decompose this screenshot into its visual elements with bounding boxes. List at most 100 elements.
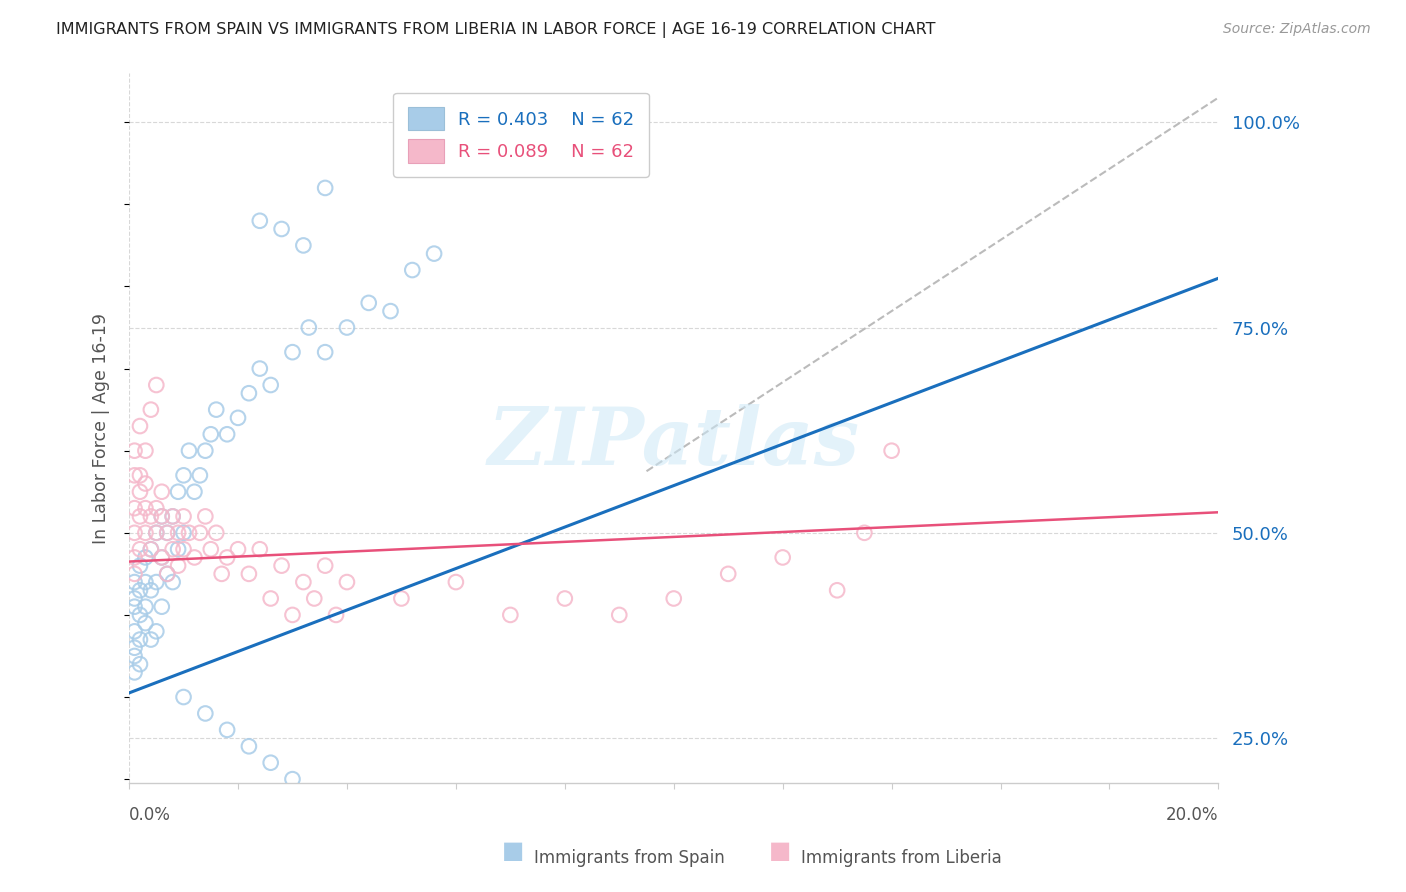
Point bbox=[129, 484, 152, 499]
Point bbox=[139, 509, 162, 524]
Point bbox=[134, 599, 156, 614]
Point bbox=[260, 756, 283, 770]
Point bbox=[134, 443, 156, 458]
Point bbox=[124, 591, 146, 606]
Point bbox=[129, 558, 152, 573]
Point bbox=[554, 591, 576, 606]
Point bbox=[124, 648, 146, 663]
Point bbox=[167, 525, 190, 540]
Text: Immigrants from Liberia: Immigrants from Liberia bbox=[801, 849, 1002, 867]
Point bbox=[145, 501, 167, 516]
Point bbox=[200, 542, 222, 557]
Point bbox=[292, 575, 315, 590]
Point bbox=[260, 378, 283, 392]
Point bbox=[281, 772, 304, 786]
Point bbox=[150, 599, 173, 614]
Point bbox=[145, 378, 167, 392]
Point bbox=[124, 501, 146, 516]
Point bbox=[139, 542, 162, 557]
Point bbox=[401, 263, 423, 277]
Point bbox=[145, 525, 167, 540]
Point bbox=[139, 542, 162, 557]
Point bbox=[200, 427, 222, 442]
Point bbox=[124, 640, 146, 655]
Point bbox=[134, 616, 156, 631]
Text: ■: ■ bbox=[769, 839, 792, 863]
Point bbox=[145, 624, 167, 639]
Point bbox=[238, 739, 260, 754]
Point bbox=[194, 706, 217, 721]
Point bbox=[124, 443, 146, 458]
Point bbox=[129, 468, 152, 483]
Point bbox=[124, 525, 146, 540]
Point bbox=[150, 484, 173, 499]
Point bbox=[129, 542, 152, 557]
Point bbox=[162, 509, 184, 524]
Point bbox=[880, 443, 903, 458]
Point bbox=[717, 566, 740, 581]
Point bbox=[238, 566, 260, 581]
Point bbox=[162, 542, 184, 557]
Point bbox=[205, 402, 228, 417]
Point bbox=[260, 591, 283, 606]
Point bbox=[314, 181, 336, 195]
Point bbox=[162, 509, 184, 524]
Point bbox=[281, 345, 304, 359]
Point bbox=[217, 723, 239, 737]
Point bbox=[156, 525, 179, 540]
Point bbox=[281, 607, 304, 622]
Point bbox=[124, 624, 146, 639]
Text: Immigrants from Spain: Immigrants from Spain bbox=[534, 849, 725, 867]
Point bbox=[150, 550, 173, 565]
Legend: R = 0.403    N = 62, R = 0.089    N = 62: R = 0.403 N = 62, R = 0.089 N = 62 bbox=[394, 93, 650, 177]
Point bbox=[444, 575, 467, 590]
Text: ZIPatlas: ZIPatlas bbox=[488, 403, 860, 481]
Point bbox=[336, 575, 359, 590]
Point bbox=[226, 410, 249, 425]
Point bbox=[772, 550, 794, 565]
Point bbox=[167, 542, 190, 557]
Point bbox=[150, 509, 173, 524]
Point bbox=[177, 525, 200, 540]
Point bbox=[211, 566, 233, 581]
Point bbox=[150, 509, 173, 524]
Y-axis label: In Labor Force | Age 16-19: In Labor Force | Age 16-19 bbox=[93, 312, 110, 543]
Point bbox=[325, 607, 347, 622]
Point bbox=[249, 361, 271, 376]
Point bbox=[270, 558, 292, 573]
Point bbox=[129, 607, 152, 622]
Text: Source: ZipAtlas.com: Source: ZipAtlas.com bbox=[1223, 22, 1371, 37]
Point bbox=[173, 509, 195, 524]
Point bbox=[124, 566, 146, 581]
Point bbox=[226, 542, 249, 557]
Point bbox=[298, 320, 321, 334]
Point bbox=[183, 550, 205, 565]
Point bbox=[314, 558, 336, 573]
Point bbox=[217, 427, 239, 442]
Point bbox=[249, 214, 271, 228]
Point bbox=[304, 591, 326, 606]
Point bbox=[129, 632, 152, 647]
Point bbox=[139, 632, 162, 647]
Point bbox=[124, 665, 146, 680]
Point bbox=[853, 525, 876, 540]
Point bbox=[167, 484, 190, 499]
Point bbox=[156, 566, 179, 581]
Point bbox=[188, 468, 211, 483]
Point bbox=[499, 607, 522, 622]
Point bbox=[173, 542, 195, 557]
Point bbox=[134, 575, 156, 590]
Point bbox=[194, 509, 217, 524]
Point bbox=[156, 566, 179, 581]
Point bbox=[129, 509, 152, 524]
Point bbox=[167, 558, 190, 573]
Point bbox=[183, 484, 205, 499]
Point bbox=[173, 525, 195, 540]
Text: IMMIGRANTS FROM SPAIN VS IMMIGRANTS FROM LIBERIA IN LABOR FORCE | AGE 16-19 CORR: IMMIGRANTS FROM SPAIN VS IMMIGRANTS FROM… bbox=[56, 22, 936, 38]
Point bbox=[662, 591, 685, 606]
Text: 20.0%: 20.0% bbox=[1166, 806, 1219, 824]
Point bbox=[177, 443, 200, 458]
Point bbox=[270, 222, 292, 236]
Point bbox=[314, 345, 336, 359]
Point bbox=[129, 657, 152, 672]
